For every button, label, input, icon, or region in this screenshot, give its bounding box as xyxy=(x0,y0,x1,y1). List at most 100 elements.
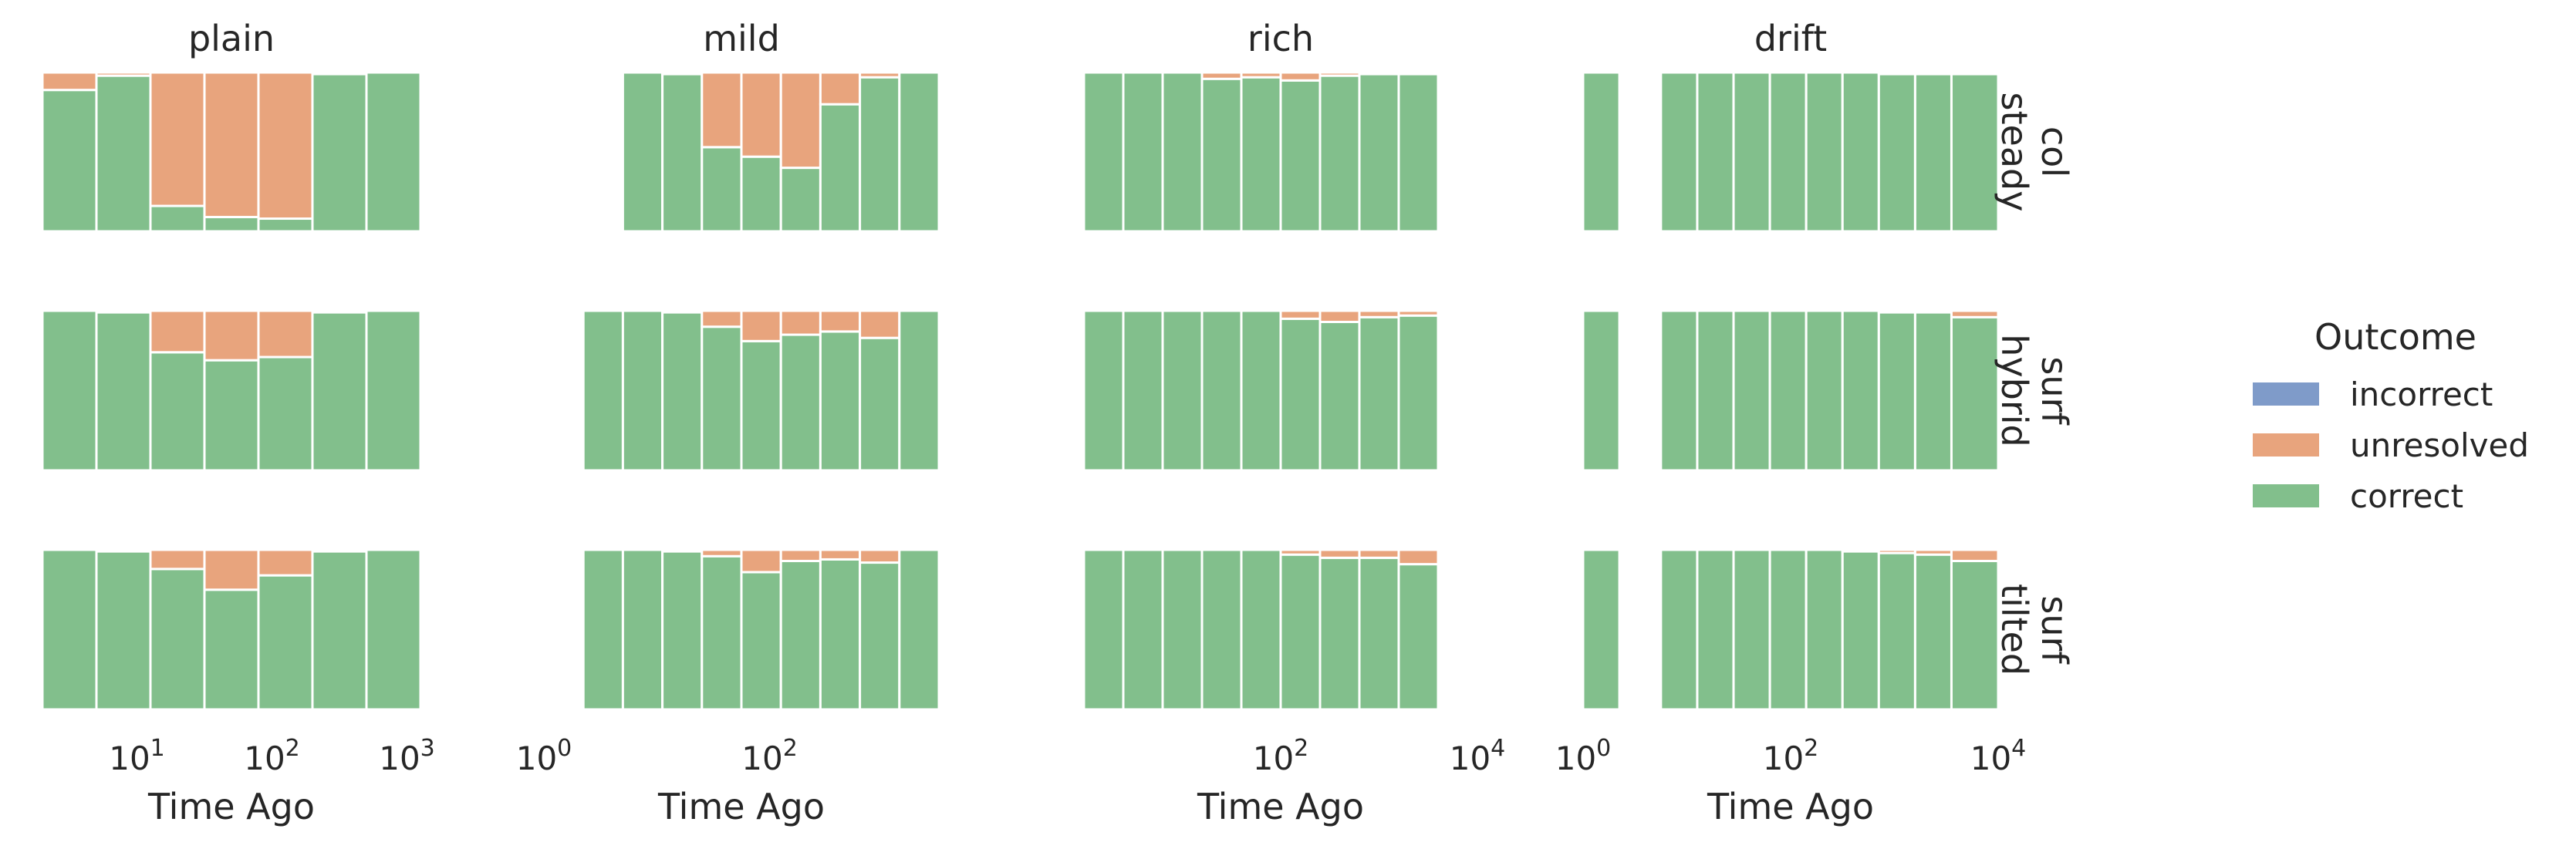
bar-correct xyxy=(819,558,862,711)
row-label-line: hybrid xyxy=(1994,334,2035,446)
bar-unresolved xyxy=(1397,548,1440,566)
bar-correct xyxy=(1161,309,1204,472)
bar-correct xyxy=(365,71,422,233)
bar-correct xyxy=(1913,553,1953,711)
x-axis-label: Time Ago xyxy=(1197,786,1364,827)
bar-correct xyxy=(1696,71,1735,233)
x-tick-label: 100 xyxy=(1555,735,1612,777)
bar-correct xyxy=(1659,548,1699,711)
bar-correct xyxy=(1696,309,1735,472)
bar-correct xyxy=(1240,548,1282,711)
bar-unresolved xyxy=(859,548,901,564)
bar-correct xyxy=(1318,320,1361,472)
bar-correct xyxy=(1696,548,1735,711)
bar-correct xyxy=(1161,548,1204,711)
bar-correct xyxy=(95,550,152,711)
bar-correct xyxy=(1200,309,1243,472)
bar-correct xyxy=(203,359,260,472)
bar-correct xyxy=(819,330,862,472)
bar-correct xyxy=(621,71,664,233)
bar-correct xyxy=(1582,71,1621,233)
bar-correct xyxy=(1950,559,2000,711)
x-axis-label: Time Ago xyxy=(657,786,825,827)
x-tick-label: 102 xyxy=(244,735,300,777)
bar-correct xyxy=(1082,309,1125,472)
x-tick-label: 104 xyxy=(1450,735,1506,777)
bar-correct xyxy=(1913,72,1953,233)
row-label-line: surf xyxy=(2034,595,2075,665)
legend-label-correct: correct xyxy=(2350,477,2464,515)
bar-correct xyxy=(621,548,664,711)
bar-correct xyxy=(898,71,940,233)
bar-correct xyxy=(701,325,743,472)
row-label-line: surf xyxy=(2034,356,2075,426)
bar-correct xyxy=(41,548,98,711)
bar-correct xyxy=(41,89,98,233)
bar-correct xyxy=(1659,309,1699,472)
bar-correct xyxy=(1397,314,1440,472)
row-label-line: tilted xyxy=(1994,584,2035,675)
bar-unresolved xyxy=(859,71,901,79)
bar-unresolved xyxy=(661,71,704,76)
bar-correct xyxy=(1240,76,1282,233)
bar-correct xyxy=(149,568,206,711)
bar-correct xyxy=(311,550,368,711)
row-label-line: col xyxy=(2034,126,2075,177)
bar-correct xyxy=(1122,548,1164,711)
row-label-line: steady xyxy=(1994,93,2035,212)
bar-correct xyxy=(779,333,822,472)
bar-unresolved xyxy=(1358,548,1400,559)
bar-unresolved xyxy=(257,548,314,577)
bar-correct xyxy=(1841,71,1880,233)
bar-correct xyxy=(1805,71,1844,233)
bar-unresolved xyxy=(1318,548,1361,559)
x-axis-label: Time Ago xyxy=(1707,786,1874,827)
bar-unresolved xyxy=(1877,548,1916,554)
bar-correct xyxy=(1732,548,1771,711)
bar-unresolved xyxy=(95,548,152,553)
x-tick-label: 102 xyxy=(741,735,798,777)
bar-correct xyxy=(1582,309,1621,472)
legend-label-incorrect: incorrect xyxy=(2350,375,2493,413)
column-title-mild: mild xyxy=(703,18,780,59)
bar-correct xyxy=(257,217,314,233)
column-title-rich: rich xyxy=(1247,18,1314,59)
bar-correct xyxy=(740,571,782,711)
column-title-drift: drift xyxy=(1754,18,1827,59)
legend-item-unresolved: unresolved xyxy=(2253,419,2529,470)
column-title-plain: plain xyxy=(188,18,275,59)
bar-correct xyxy=(661,72,704,233)
bar-correct xyxy=(1279,553,1322,711)
bar-unresolved xyxy=(257,71,314,221)
bar-unresolved xyxy=(149,548,206,571)
bar-unresolved xyxy=(701,71,743,149)
bar-unresolved xyxy=(1279,548,1322,556)
bar-correct xyxy=(701,554,743,711)
legend-label-unresolved: unresolved xyxy=(2350,426,2530,464)
bar-unresolved xyxy=(1950,71,2000,76)
bar-unresolved xyxy=(1913,548,1953,556)
bar-unresolved xyxy=(740,71,782,158)
bar-unresolved xyxy=(41,71,98,92)
legend-swatch-unresolved xyxy=(2253,433,2319,457)
legend-title: Outcome xyxy=(2314,316,2476,358)
bar-unresolved xyxy=(779,548,822,562)
bar-correct xyxy=(1841,550,1880,711)
bar-unresolved xyxy=(701,309,743,328)
bar-correct xyxy=(1805,309,1844,472)
bar-unresolved xyxy=(203,71,260,218)
bar-correct xyxy=(149,351,206,472)
bar-correct xyxy=(1768,309,1808,472)
bar-unresolved xyxy=(1913,71,1953,76)
x-axis-label: Time Ago xyxy=(147,786,315,827)
bar-unresolved xyxy=(95,71,152,77)
bar-correct xyxy=(311,72,368,233)
bar-correct xyxy=(1397,563,1440,711)
bar-unresolved xyxy=(95,309,152,314)
bar-correct xyxy=(1082,548,1125,711)
bar-correct xyxy=(203,215,260,233)
bar-unresolved xyxy=(819,309,862,333)
